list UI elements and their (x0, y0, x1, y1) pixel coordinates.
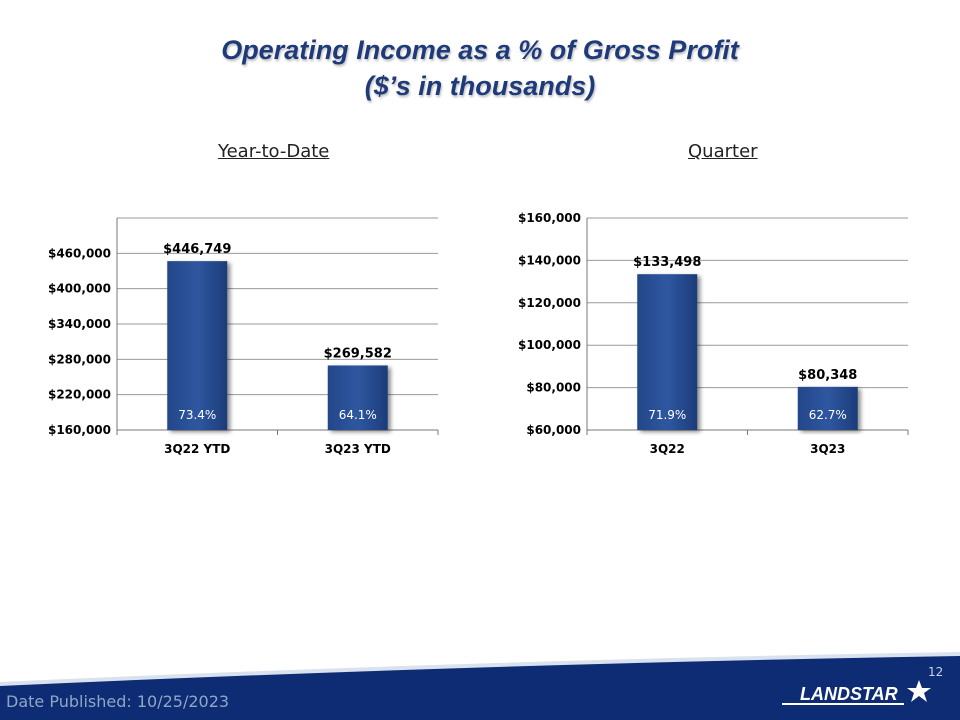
page-number: 12 (928, 665, 944, 679)
svg-text:LANDSTAR: LANDSTAR (800, 684, 898, 704)
landstar-logo: LANDSTAR (782, 680, 931, 705)
slide-title-line1: Operating Income as a % of Gross Profit (221, 35, 739, 65)
y-tick-label: $280,000 (48, 352, 111, 366)
y-tick-label: $340,000 (48, 317, 111, 331)
bar-3q23 (797, 386, 858, 430)
x-tick-label: 3Q23 YTD (325, 442, 391, 456)
y-tick-label: $80,000 (526, 381, 581, 395)
ytd-chart-title: Year-to-Date (218, 141, 330, 162)
y-tick-label: $220,000 (48, 388, 111, 402)
x-tick-label: 3Q22 (650, 442, 685, 456)
quarter-chart-title: Quarter (688, 141, 758, 162)
bar-value-label: $446,749 (163, 242, 231, 257)
y-tick-label: $60,000 (526, 423, 581, 437)
date-published: Date Published: 10/25/2023 (6, 692, 230, 711)
slide-title-line2: ($’s in thousands) (364, 71, 596, 101)
x-tick-label: 3Q22 YTD (164, 442, 230, 456)
y-tick-label: $160,000 (518, 211, 581, 225)
ytd-bar-chart: $160,000 $220,000 $280,000 $340,000 $400,000… (48, 217, 439, 456)
y-tick-label: $120,000 (518, 296, 581, 310)
y-tick-label: $100,000 (518, 338, 581, 352)
x-tick-label: 3Q23 (810, 442, 845, 456)
bar-3q23-ytd (327, 365, 388, 430)
bar-percent-label: 71.9% (648, 408, 686, 422)
y-tick-label: $160,000 (48, 423, 111, 437)
y-tick-label: $400,000 (48, 282, 111, 296)
bar-percent-label: 73.4% (178, 408, 216, 422)
bar-percent-label: 62.7% (809, 408, 847, 422)
quarter-bar-chart: $60,000 $80,000 $100,000 $120,000 $140,000 $1… (518, 211, 909, 456)
bar-percent-label: 64.1% (339, 408, 377, 422)
y-tick-label: $460,000 (48, 246, 111, 260)
star-icon (907, 680, 931, 702)
bar-value-label: $80,348 (798, 368, 857, 383)
bar-3q22 (637, 274, 698, 430)
y-tick-label: $140,000 (518, 253, 581, 267)
bar-3q22-ytd (167, 261, 228, 430)
bar-value-label: $133,498 (633, 255, 701, 270)
footer-band (0, 652, 960, 720)
bar-value-label: $269,582 (324, 346, 392, 361)
